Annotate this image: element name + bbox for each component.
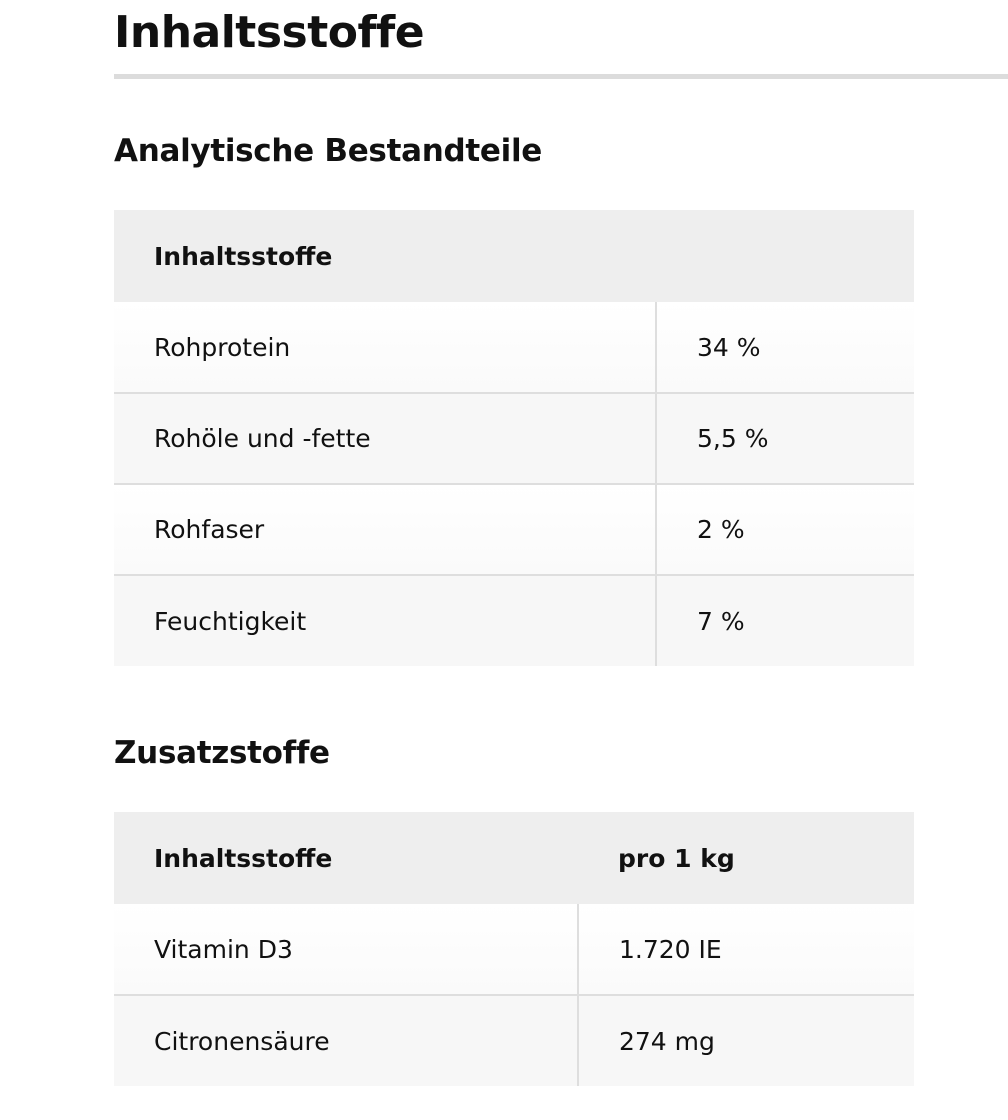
column-header: Inhaltsstoffe bbox=[114, 210, 914, 302]
ingredient-name: Rohfaser bbox=[114, 483, 656, 575]
table-row: Rohprotein 34 % bbox=[114, 302, 914, 393]
column-header-name: Inhaltsstoffe bbox=[114, 812, 578, 904]
additive-value: 274 mg bbox=[577, 994, 914, 1086]
table-row: Rohöle und -fette 5,5 % bbox=[114, 392, 914, 484]
page-title: Inhaltsstoffe bbox=[114, 7, 425, 58]
column-header-value: pro 1 kg bbox=[578, 812, 914, 904]
ingredient-value: 2 % bbox=[655, 483, 914, 575]
additive-name: Citronensäure bbox=[114, 994, 578, 1086]
table-row: Feuchtigkeit 7 % bbox=[114, 574, 914, 666]
additive-value: 1.720 IE bbox=[577, 904, 914, 995]
additive-name: Vitamin D3 bbox=[114, 904, 578, 995]
ingredient-name: Feuchtigkeit bbox=[114, 574, 656, 666]
table-row: Rohfaser 2 % bbox=[114, 483, 914, 575]
ingredient-value: 34 % bbox=[655, 302, 914, 393]
ingredient-value: 5,5 % bbox=[655, 392, 914, 484]
analytical-table: Inhaltsstoffe Rohprotein 34 % Rohöle und … bbox=[114, 210, 914, 666]
additives-heading: Zusatzstoffe bbox=[114, 735, 330, 771]
analytical-heading: Analytische Bestandteile bbox=[114, 133, 542, 169]
ingredient-value: 7 % bbox=[655, 574, 914, 666]
ingredient-name: Rohöle und -fette bbox=[114, 392, 656, 484]
title-divider bbox=[114, 74, 1008, 79]
ingredient-name: Rohprotein bbox=[114, 302, 656, 393]
table-row: Citronensäure 274 mg bbox=[114, 994, 914, 1086]
table-row: Vitamin D3 1.720 IE bbox=[114, 904, 914, 995]
additives-table: Inhaltsstoffe pro 1 kg Vitamin D3 1.720 I… bbox=[114, 812, 914, 1086]
